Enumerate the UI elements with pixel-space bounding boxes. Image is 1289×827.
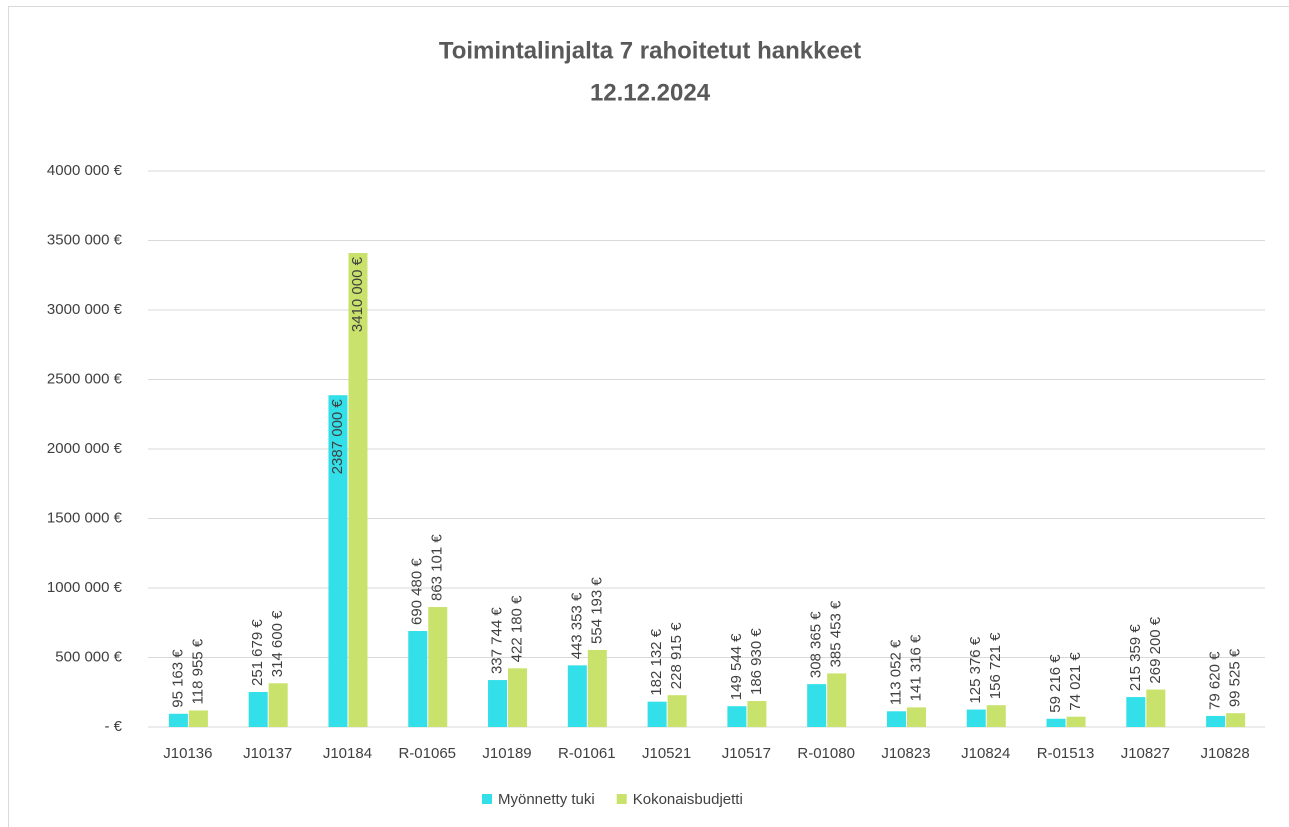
y-tick-label: 1500 000 € [47,509,123,526]
bar [807,684,827,727]
x-tick-label: J10823 [881,745,930,762]
data-label: 125 376 € [967,636,984,703]
bar [747,701,767,727]
bar [1066,716,1086,727]
bar [1146,689,1166,727]
bar [906,707,926,727]
bar [1046,718,1066,727]
data-label: 95 163 € [169,649,186,708]
data-label: 118 955 € [189,638,206,704]
bar [488,680,508,727]
bar [248,692,268,727]
data-label: 2387 000 € [329,399,346,475]
data-label: 99 525 € [1227,648,1244,707]
y-tick-label: 2500 000 € [47,370,123,387]
x-tick-label: J10517 [722,745,771,762]
bar [587,649,607,727]
x-tick-label: R-01080 [797,745,855,762]
y-tick-label: 2000 000 € [47,440,123,457]
x-tick-label: J10521 [642,745,691,762]
bar [188,710,208,727]
y-tick-label: 1000 000 € [47,579,123,596]
bar [268,683,288,727]
data-label: 863 101 € [429,534,446,601]
data-label: 156 721 € [987,632,1004,699]
x-tick-label: J10189 [482,745,531,762]
data-label: 690 480 € [409,558,426,625]
x-tick-label: J10828 [1200,745,1249,762]
bar [827,673,847,727]
data-label: 186 930 € [748,628,765,695]
data-label: 182 132 € [648,628,665,695]
x-tick-label: J10136 [163,745,212,762]
bar [1206,715,1226,727]
x-tick-label: J10137 [243,745,292,762]
bar [886,711,906,727]
bar [667,695,687,727]
bar [408,631,428,727]
x-tick-label: R-01061 [558,745,616,762]
y-tick-label: 3000 000 € [47,301,123,318]
chart-frame [8,6,1289,827]
data-label: 314 600 € [269,610,286,677]
legend-swatch [482,794,492,804]
data-label: 554 193 € [588,577,605,644]
data-label: 443 353 € [568,592,585,659]
chart-subtitle: 12.12.2024 [590,79,711,106]
data-label: 141 316 € [907,634,924,701]
bar [168,713,188,727]
data-label: 251 679 € [249,619,266,686]
bar [567,665,587,727]
bar [1126,697,1146,727]
data-label: 422 180 € [509,595,526,662]
bar [986,705,1006,727]
data-label: 269 200 € [1147,616,1164,683]
data-label: 385 453 € [828,600,845,667]
bar [647,701,667,727]
data-label: 337 744 € [489,607,506,674]
legend-swatch [616,794,627,804]
data-label: 149 544 € [728,633,745,700]
data-label: 3410 000 € [349,256,366,332]
bar [348,253,368,727]
legend-label: Myönnetty tuki [498,791,595,808]
y-tick-label: 3500 000 € [47,231,123,248]
x-tick-label: R-01513 [1037,745,1095,762]
data-label: 74 021 € [1067,652,1084,711]
bar [428,607,448,727]
y-tick-label: 500 000 € [55,648,122,665]
bar [966,709,986,727]
bar [328,395,348,727]
bar [508,668,528,727]
data-label: 79 620 € [1207,651,1224,710]
y-tick-label: - € [104,718,122,735]
data-label: 215 359 € [1127,624,1144,691]
y-tick-label: 4000 000 € [47,162,123,179]
data-label: 113 052 € [887,639,904,705]
x-tick-label: J10184 [323,745,372,762]
bar [727,706,747,727]
x-tick-label: J10824 [961,745,1010,762]
data-label: 228 915 € [668,622,685,689]
chart-title: Toimintalinjalta 7 rahoitetut hankkeet [439,37,861,64]
legend-label: Kokonaisbudjetti [633,791,743,808]
x-tick-label: J10827 [1121,745,1170,762]
bar [1226,713,1246,727]
x-tick-label: R-01065 [398,745,456,762]
data-label: 308 365 € [808,611,825,678]
data-label: 59 216 € [1047,654,1064,713]
